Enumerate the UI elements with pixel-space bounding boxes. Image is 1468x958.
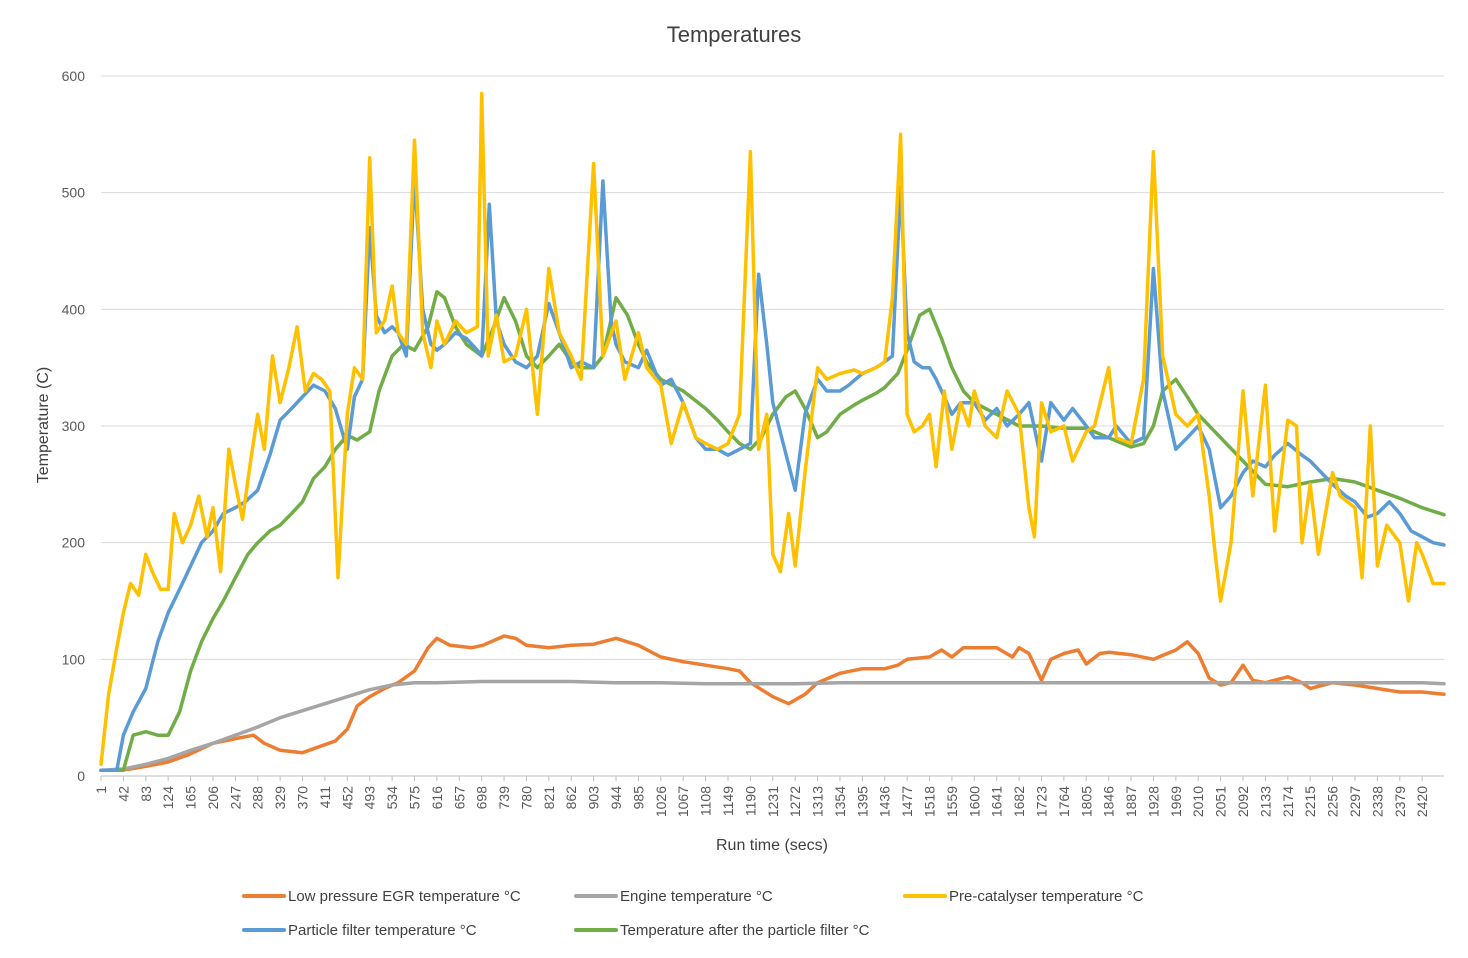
- y-tick-label: 0: [77, 768, 85, 784]
- x-tick-label: 2051: [1213, 786, 1229, 817]
- x-tick-label: 165: [183, 786, 199, 810]
- x-tick-label: 42: [115, 786, 131, 802]
- legend: Low pressure EGR temperature °C Engine te…: [242, 888, 1144, 939]
- x-tick-label: 1190: [742, 786, 758, 816]
- x-tick-label: 1559: [944, 786, 960, 817]
- x-tick-label: 739: [496, 786, 512, 810]
- x-tick-label: 903: [586, 786, 602, 810]
- x-tick-label: 1723: [1033, 786, 1049, 817]
- series-line-2: [99, 91, 1446, 767]
- x-tick-label: 2133: [1257, 786, 1273, 817]
- y-tick-label: 600: [62, 68, 86, 84]
- x-tick-label: 657: [451, 786, 467, 810]
- x-tick-label: 1682: [1011, 786, 1027, 817]
- x-tick-label: 329: [272, 786, 288, 810]
- x-tick-label: 1436: [877, 786, 893, 817]
- series-line-4: [99, 290, 1446, 772]
- x-tick-label: 2338: [1369, 786, 1385, 817]
- legend-label: Engine temperature °C: [620, 888, 773, 905]
- x-tick-label: 2379: [1392, 786, 1408, 817]
- y-tick-label: 400: [62, 301, 86, 317]
- x-tick-label: 124: [160, 786, 176, 810]
- x-tick-label: 1805: [1078, 786, 1094, 817]
- y-tick-label: 200: [62, 535, 86, 551]
- x-tick-label: 1641: [989, 786, 1005, 817]
- x-tick-label: 2174: [1280, 786, 1296, 817]
- x-tick-label: 2297: [1347, 786, 1363, 817]
- x-tick-label: 575: [406, 786, 422, 810]
- x-tick-label: 1231: [765, 786, 781, 817]
- y-tick-label: 300: [62, 418, 86, 434]
- x-tick-label: 1518: [922, 786, 938, 817]
- chart-title: Temperatures: [667, 22, 802, 47]
- legend-label: Pre-catalyser temperature °C: [949, 888, 1144, 905]
- x-tick-label: 1108: [698, 786, 714, 816]
- x-tick-label: 534: [384, 786, 400, 810]
- x-tick-label: 1764: [1056, 786, 1072, 817]
- x-tick-label: 288: [250, 786, 266, 810]
- legend-label: Particle filter temperature °C: [288, 922, 477, 939]
- x-tick-label: 2215: [1302, 786, 1318, 817]
- x-tick-label: 2256: [1325, 786, 1341, 817]
- x-tick-label: 1887: [1123, 786, 1139, 817]
- x-tick-label: 1026: [653, 786, 669, 817]
- x-tick-label: 862: [563, 786, 579, 810]
- x-tick-label: 452: [339, 786, 355, 810]
- x-tick-label: 2010: [1190, 786, 1206, 817]
- x-tick-label: 370: [295, 786, 311, 810]
- x-tick-label: 1928: [1145, 786, 1161, 817]
- x-tick-label: 247: [227, 786, 243, 810]
- x-tick-label: 1354: [832, 786, 848, 817]
- x-tick-label: 493: [362, 786, 378, 810]
- x-axis-title: Run time (secs): [716, 837, 828, 854]
- x-tick-label: 1969: [1168, 786, 1184, 817]
- x-tick-label: 206: [205, 786, 221, 810]
- legend-label: Temperature after the particle filter °C: [620, 922, 870, 939]
- x-tick-label: 1272: [787, 786, 803, 817]
- x-axis-ticks: 1 42 83 124 165 206 247 288 329 370 411 452 493 534 57…: [93, 776, 1430, 817]
- y-axis-ticks: 0 100 200 300 400 500 600: [62, 68, 86, 784]
- series-line-0: [99, 634, 1446, 772]
- x-tick-label: 821: [541, 786, 557, 810]
- x-tick-label: 616: [429, 786, 445, 810]
- y-tick-label: 100: [62, 651, 86, 667]
- y-tick-label: 500: [62, 185, 86, 201]
- y-axis-title: Temperature (C): [35, 367, 52, 483]
- x-tick-label: 2092: [1235, 786, 1251, 817]
- x-tick-label: 1600: [966, 786, 982, 817]
- x-tick-label: 1313: [810, 786, 826, 817]
- x-tick-label: 985: [630, 786, 646, 810]
- series-line-3: [99, 173, 1446, 772]
- series-line-1: [99, 679, 1446, 772]
- x-tick-label: 2420: [1414, 786, 1430, 817]
- legend-label: Low pressure EGR temperature °C: [288, 888, 521, 905]
- x-tick-label: 1149: [720, 786, 736, 816]
- x-tick-label: 1: [93, 786, 109, 794]
- series-lines: [99, 91, 1446, 772]
- x-tick-label: 1846: [1101, 786, 1117, 817]
- x-tick-label: 698: [474, 786, 490, 810]
- x-tick-label: 1477: [899, 786, 915, 817]
- grid-lines: [101, 75, 1444, 777]
- x-tick-label: 944: [608, 786, 624, 810]
- x-tick-label: 411: [317, 786, 333, 809]
- x-tick-label: 83: [138, 786, 154, 802]
- x-tick-label: 1067: [675, 786, 691, 817]
- x-tick-label: 780: [518, 786, 534, 810]
- x-tick-label: 1395: [854, 786, 870, 817]
